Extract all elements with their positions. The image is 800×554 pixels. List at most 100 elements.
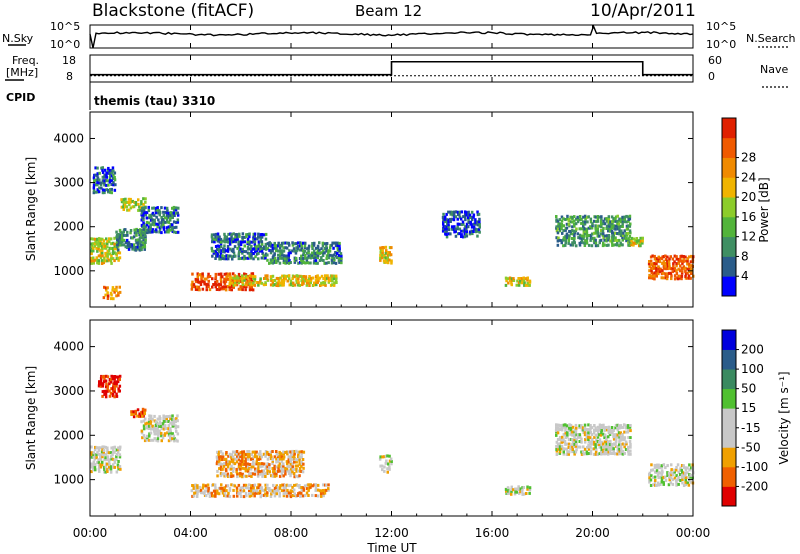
power-cell xyxy=(162,220,165,224)
power-cell xyxy=(253,278,257,282)
velocity-cell xyxy=(216,491,219,495)
power-cell xyxy=(632,237,636,241)
power-cell xyxy=(526,281,529,285)
power-cell xyxy=(589,220,593,224)
power-cell xyxy=(605,236,609,240)
power-cell xyxy=(145,228,149,232)
power-cell xyxy=(246,237,250,241)
velocity-cell xyxy=(136,414,139,418)
power-cell xyxy=(223,280,226,284)
power-cell xyxy=(230,237,233,241)
velocity-cell xyxy=(247,450,251,453)
power-cell xyxy=(225,254,228,258)
power-cell xyxy=(216,248,219,251)
velocity-cell xyxy=(111,450,115,454)
velocity-cell xyxy=(160,434,163,438)
velocity-cell xyxy=(678,468,682,472)
time-axis-label: Time UT xyxy=(366,541,417,554)
velocity-cell xyxy=(174,426,178,430)
power-cell xyxy=(332,283,336,287)
velocity-cell xyxy=(254,462,257,466)
velocity-cell xyxy=(602,423,605,427)
velocity-cell xyxy=(92,465,95,469)
power-cell xyxy=(248,240,251,244)
velocity-cell xyxy=(278,486,282,490)
power-cell xyxy=(97,254,101,258)
power-cell xyxy=(259,237,262,241)
velocity-cell xyxy=(237,483,241,487)
velocity-cell xyxy=(142,434,146,438)
velocity-cell xyxy=(95,453,98,457)
power-cell xyxy=(471,218,474,222)
velocity-cell xyxy=(677,475,680,479)
velocity-cell xyxy=(103,392,106,396)
power-cell xyxy=(651,276,655,280)
velocity-ytick-label: 1000 xyxy=(53,473,84,487)
power-cell xyxy=(113,290,116,294)
power-cell xyxy=(248,235,251,239)
velocity-cell xyxy=(603,436,606,440)
power-cell xyxy=(449,220,452,223)
velocity-cell xyxy=(256,486,259,490)
power-cell xyxy=(662,266,666,270)
power-cell xyxy=(324,274,327,278)
power-cell xyxy=(335,281,338,284)
power-cell xyxy=(337,253,341,257)
velocity-cell xyxy=(148,414,151,418)
power-cell xyxy=(96,174,99,178)
power-cell xyxy=(110,254,113,258)
power-cell xyxy=(282,246,285,250)
power-cell xyxy=(628,234,632,238)
velocity-cell xyxy=(280,489,284,493)
velocity-cell xyxy=(225,460,228,464)
velocity-cell xyxy=(601,432,605,436)
power-cell xyxy=(136,247,140,251)
velocity-cell xyxy=(318,489,322,493)
velocity-cell xyxy=(253,455,257,459)
power-cell xyxy=(96,188,99,192)
power-cell xyxy=(580,217,583,221)
power-cell xyxy=(210,249,214,253)
power-cell xyxy=(149,213,153,217)
power-cell xyxy=(248,281,251,285)
velocity-cell xyxy=(258,483,262,487)
velocity-cell xyxy=(291,449,294,453)
velocity-cell xyxy=(316,494,320,498)
velocity-cell xyxy=(285,483,289,487)
velocity-cell xyxy=(605,447,608,451)
power-cell xyxy=(252,240,255,244)
power-cell xyxy=(127,243,131,247)
velocity-cell xyxy=(115,394,119,398)
power-cell xyxy=(690,272,693,275)
power-cell xyxy=(311,284,315,287)
velocity-cell xyxy=(246,450,249,453)
power-cell xyxy=(154,228,158,232)
power-cell xyxy=(565,226,569,230)
velocity-cell xyxy=(259,495,262,499)
velocity-cell xyxy=(239,467,242,471)
power-cell xyxy=(160,225,163,229)
velocity-cell xyxy=(259,450,262,454)
velocity-cell xyxy=(248,467,251,470)
power-cell xyxy=(110,183,113,186)
velocity-cell xyxy=(241,489,244,493)
velocity-cell xyxy=(611,431,614,435)
power-cell xyxy=(680,274,684,278)
power-cell xyxy=(460,235,463,238)
velocity-cell xyxy=(241,472,244,476)
power-cell xyxy=(92,237,95,241)
power-cell xyxy=(286,274,290,278)
velocity-cell xyxy=(666,471,669,475)
velocity-cell xyxy=(169,427,172,431)
velocity-cell xyxy=(266,469,269,473)
velocity-cell xyxy=(271,471,275,475)
velocity-cell xyxy=(164,427,167,430)
velocity-cell xyxy=(266,462,269,466)
velocity-cell xyxy=(90,462,93,466)
velocity-cell xyxy=(298,458,301,462)
velocity-cell xyxy=(564,429,567,433)
power-cell xyxy=(309,253,313,257)
power-cell xyxy=(271,243,274,247)
power-cell xyxy=(336,246,339,250)
